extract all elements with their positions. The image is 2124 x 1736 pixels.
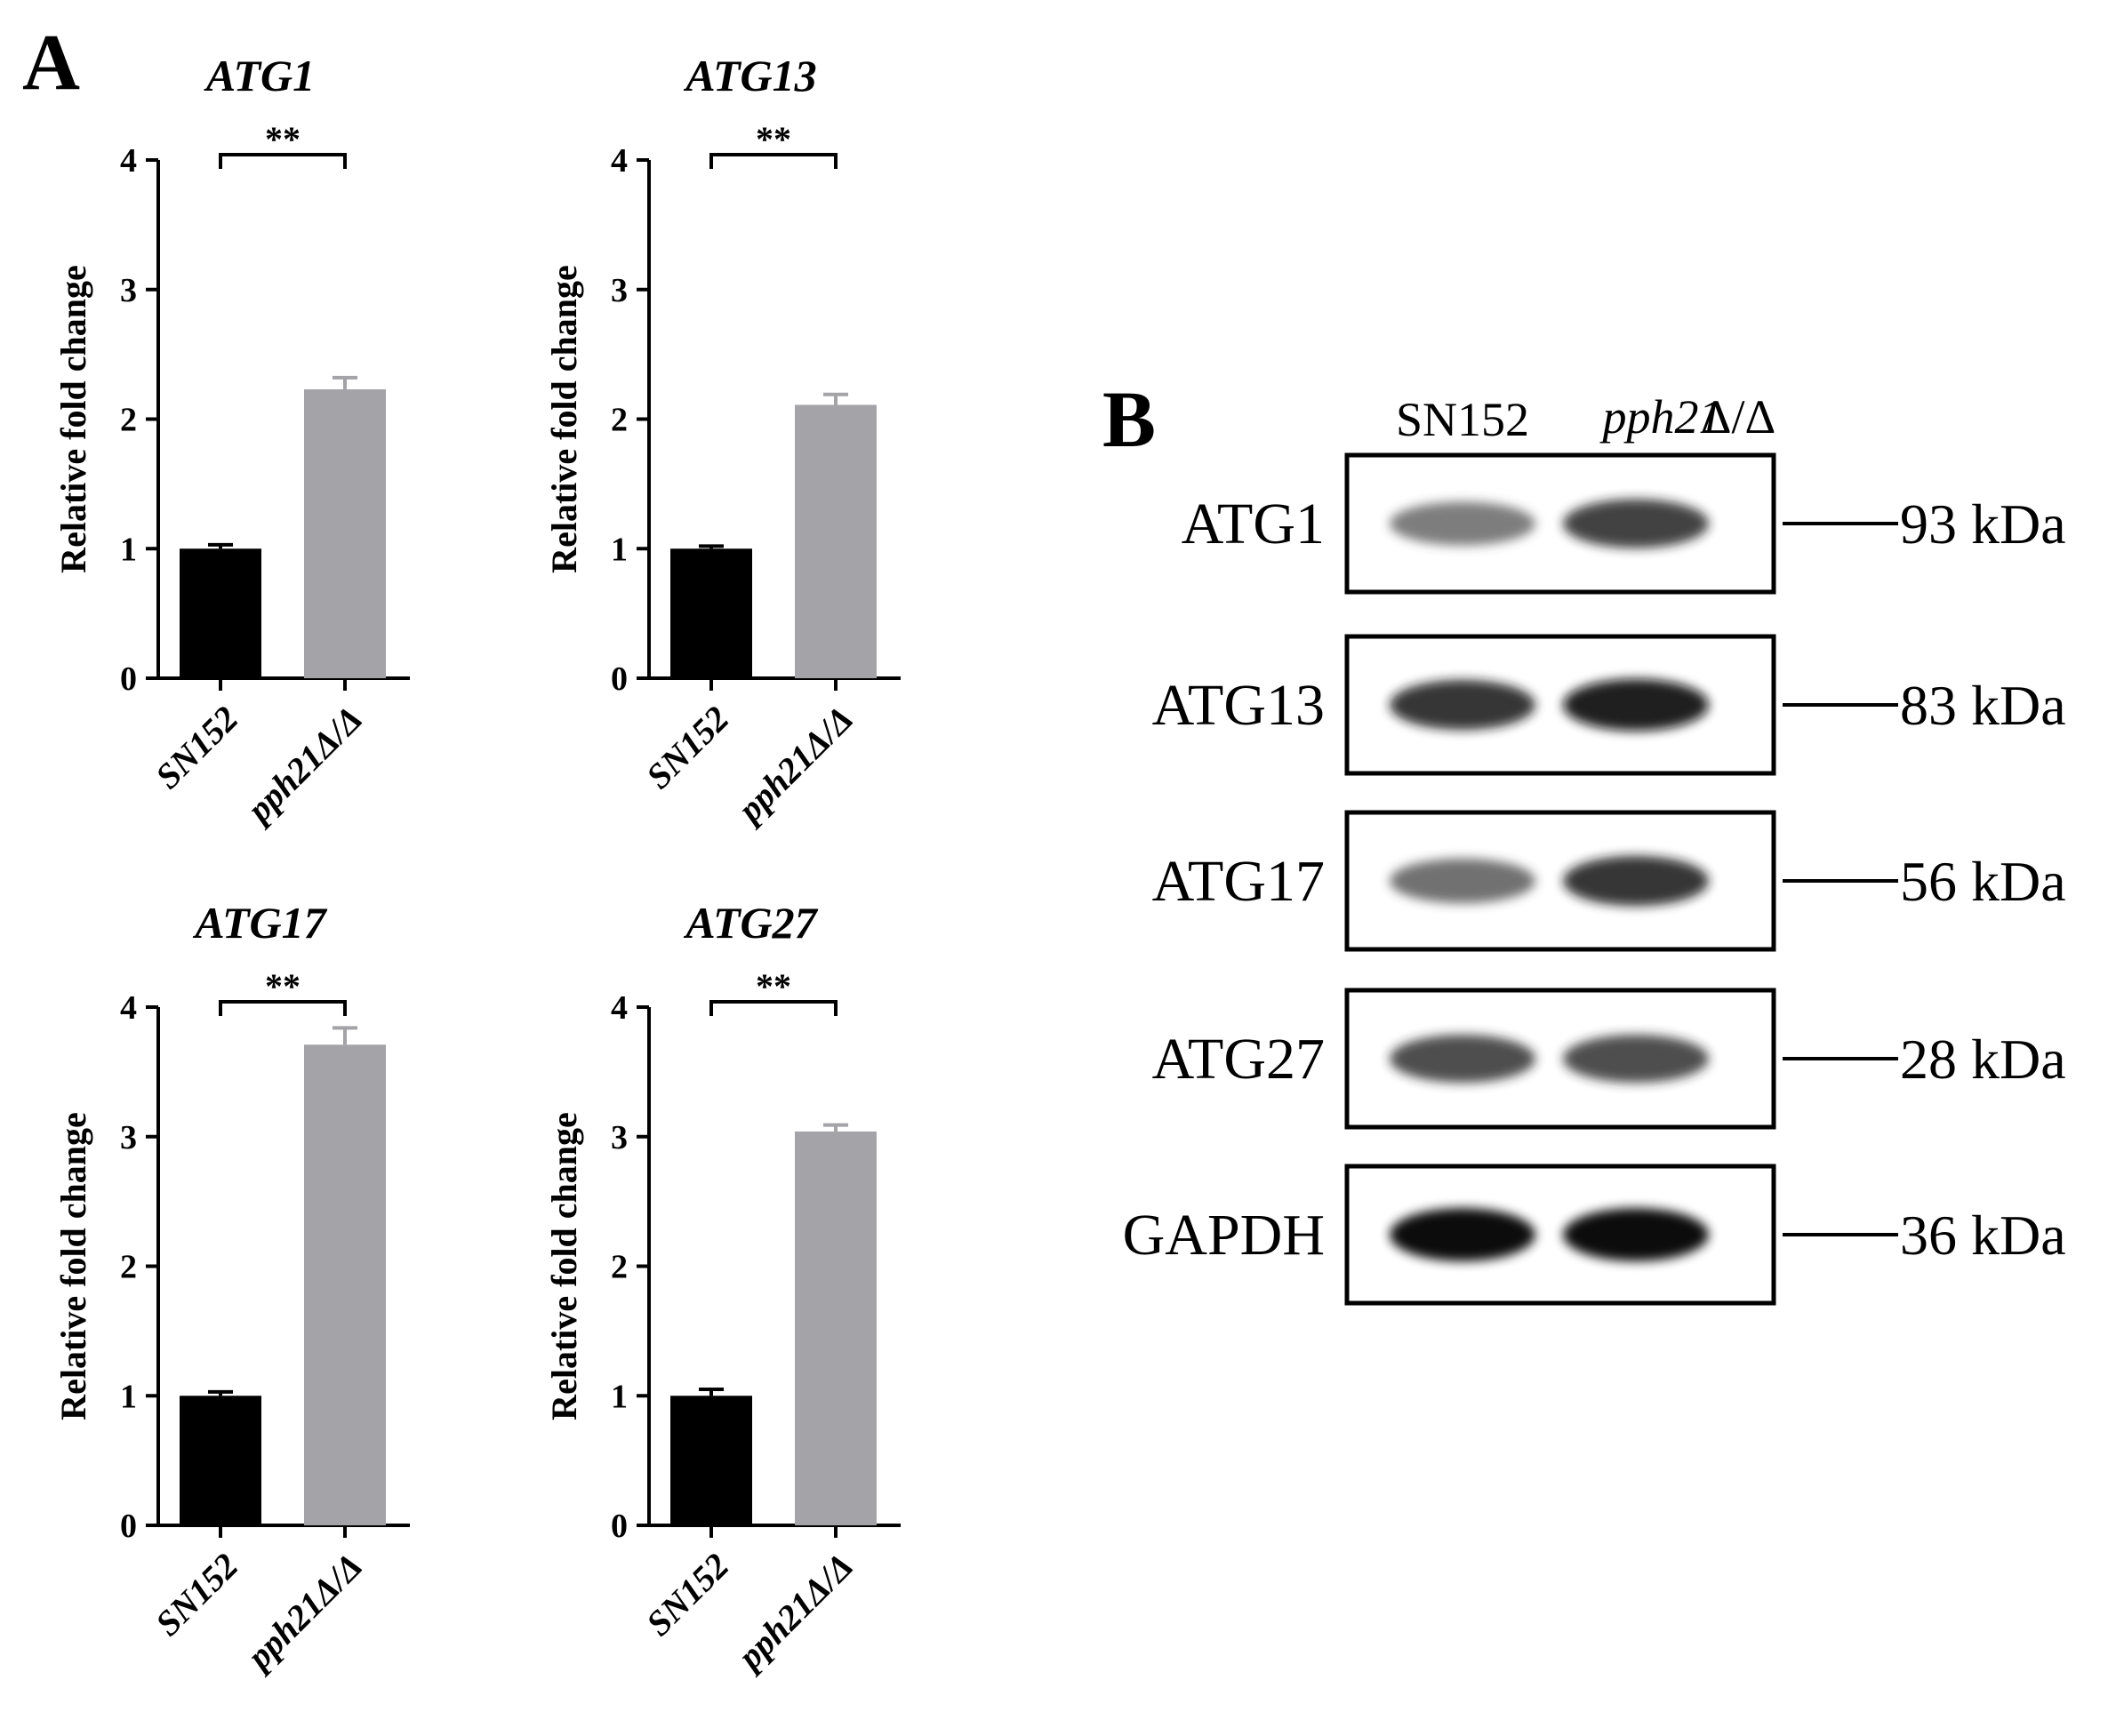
x-tick-label: pph21Δ/Δ — [728, 699, 862, 832]
y-tick-label: 2 — [611, 402, 628, 439]
y-tick-label: 2 — [120, 402, 137, 439]
y-tick-label: 0 — [611, 660, 628, 698]
bar-chart-atg1: ATG1 Relative fold change 0 1 2 3 4 SN152pph21Δ… — [53, 51, 410, 831]
x-tick-label: pph21Δ/Δ — [728, 1546, 862, 1679]
chart-title: ATG27 — [683, 898, 818, 948]
blot-row-label: ATG27 — [1152, 1027, 1325, 1092]
blot-band — [1563, 1035, 1709, 1083]
marker-label: 83 kDa — [1900, 674, 2066, 737]
y-tick-label: 0 — [611, 1508, 628, 1545]
blot-lane-label-pph21: pph21 — [1599, 390, 1723, 444]
y-tick-label: 3 — [120, 1119, 137, 1156]
bar-chart-atg17: ATG17 Relative fold change 0 1 2 3 4 SN152pph21… — [53, 898, 410, 1678]
y-tick-label: 4 — [611, 142, 628, 180]
x-tick-label: SN152 — [148, 699, 245, 796]
y-axis-label: Relative fold change — [544, 265, 584, 573]
blot-band — [1563, 855, 1709, 907]
y-tick-label: 3 — [120, 272, 137, 309]
bar — [180, 548, 261, 678]
significance-label: ** — [265, 966, 301, 1006]
blot-row-label: ATG13 — [1152, 673, 1325, 738]
y-tick-label: 4 — [120, 989, 137, 1027]
blot-band — [1390, 858, 1535, 904]
x-tick-label: pph21Δ/Δ — [237, 1546, 371, 1679]
blot-row-label: ATG1 — [1182, 492, 1325, 556]
chart-title: ATG13 — [683, 51, 816, 100]
blot-band — [1563, 678, 1709, 732]
blot-row-label: ATG17 — [1152, 849, 1325, 914]
bar — [670, 1396, 752, 1525]
significance-bracket — [709, 153, 838, 169]
bar — [180, 1396, 261, 1525]
chart-title: ATG1 — [204, 51, 315, 100]
significance-label: ** — [265, 119, 301, 159]
y-tick-label: 4 — [120, 142, 137, 180]
panel-a-label: A — [22, 19, 80, 107]
significance-bracket — [219, 153, 347, 169]
y-axis-label: Relative fold change — [544, 1112, 584, 1420]
marker-label: 93 kDa — [1900, 492, 2066, 556]
y-tick-label: 1 — [611, 1378, 628, 1415]
y-axis-label: Relative fold change — [53, 265, 93, 573]
bar — [670, 548, 752, 678]
significance-label: ** — [756, 119, 791, 159]
y-tick-label: 0 — [120, 1508, 137, 1545]
significance-label: ** — [756, 966, 791, 1006]
x-tick-label: pph21Δ/Δ — [237, 699, 371, 832]
marker-label: 56 kDa — [1900, 850, 2066, 913]
bar-chart-atg27: ATG27 Relative fold change 0 1 2 3 4 SN152pph21… — [544, 898, 901, 1678]
blot-band — [1390, 1035, 1535, 1083]
x-tick-label: SN152 — [148, 1546, 245, 1644]
blot-row-label: GAPDH — [1123, 1203, 1325, 1268]
bar — [795, 1131, 877, 1525]
significance-bracket — [709, 1000, 838, 1016]
blot-band — [1390, 501, 1535, 546]
blot-band — [1563, 1208, 1709, 1261]
bar — [795, 404, 877, 678]
bar — [304, 388, 386, 678]
x-tick-label: SN152 — [638, 699, 736, 796]
y-tick-label: 2 — [120, 1249, 137, 1286]
y-tick-label: 2 — [611, 1249, 628, 1286]
blot-band — [1390, 679, 1535, 731]
y-axis-label: Relative fold change — [53, 1112, 93, 1420]
blot-lane-label-sn152: SN152 — [1396, 393, 1529, 446]
y-tick-label: 1 — [120, 1378, 137, 1415]
western-blot: SN152 pph21 Δ/Δ ATG1 93 kDa ATG13 83 kDa ATG… — [1123, 390, 2066, 1306]
significance-bracket — [219, 1000, 347, 1016]
y-tick-label: 1 — [120, 531, 137, 568]
y-tick-label: 4 — [611, 989, 628, 1027]
bar-chart-atg13: ATG13 Relative fold change 0 1 2 3 4 SN152pph21… — [544, 51, 901, 831]
marker-label: 28 kDa — [1900, 1028, 2066, 1091]
x-tick-label: SN152 — [638, 1546, 736, 1644]
blot-band — [1390, 1208, 1535, 1261]
panel-b-label: B — [1102, 376, 1156, 464]
blot-band — [1563, 499, 1709, 548]
bar — [304, 1044, 386, 1525]
blot-lane-label-delta: Δ/Δ — [1701, 390, 1775, 444]
y-tick-label: 1 — [611, 531, 628, 568]
marker-label: 36 kDa — [1900, 1204, 2066, 1267]
y-tick-label: 3 — [611, 1119, 628, 1156]
y-tick-label: 3 — [611, 272, 628, 309]
chart-title: ATG17 — [192, 898, 327, 948]
y-tick-label: 0 — [120, 660, 137, 698]
